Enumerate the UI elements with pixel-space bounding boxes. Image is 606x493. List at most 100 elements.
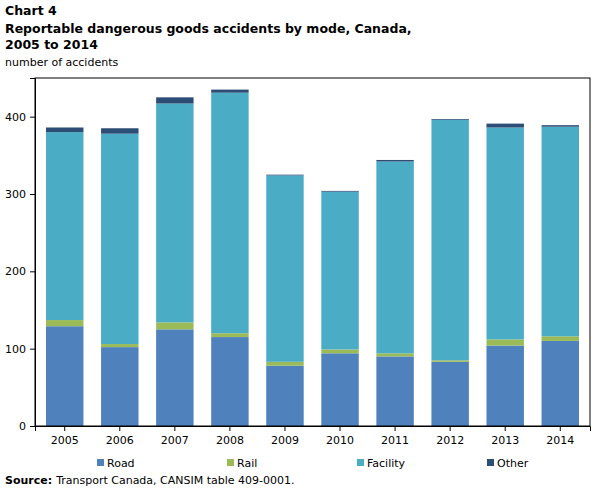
- bar-segment: [266, 174, 303, 176]
- tick: 0: [19, 420, 35, 433]
- bar-segment: [101, 134, 138, 344]
- bar-segment: [376, 356, 413, 426]
- tick-label: 0: [19, 420, 26, 433]
- bar-segment: [266, 175, 303, 361]
- tick: 2011: [381, 426, 409, 447]
- tick-mark: [30, 117, 35, 118]
- tick-label: 200: [5, 265, 26, 278]
- tick-mark: [174, 426, 175, 431]
- bar-segment: [101, 347, 138, 426]
- subtitle: 2005 to 2014: [5, 37, 98, 52]
- tick-label: 300: [5, 188, 26, 201]
- bar-segment: [376, 353, 413, 356]
- bars: [46, 90, 579, 426]
- axis-line: [30, 79, 36, 427]
- y-axis: 0 100 200 300 400: [5, 79, 36, 434]
- bar-segment: [211, 333, 248, 337]
- tick-mark: [119, 426, 120, 431]
- tick-mark: [30, 271, 35, 272]
- bar-segment: [211, 337, 248, 426]
- bar-segment: [486, 339, 523, 345]
- bar-segment: [321, 349, 358, 353]
- bar-segment: [376, 162, 413, 354]
- chart: Chart 4 Reportable dangerous goods accide…: [0, 0, 606, 493]
- tick-mark: [340, 426, 341, 431]
- tick-label: 100: [5, 343, 26, 356]
- legend-swatch: [97, 459, 104, 466]
- tick-label: 2010: [326, 434, 354, 447]
- tick: 2008: [216, 426, 244, 447]
- tick-mark: [30, 194, 35, 195]
- title: Chart 4: [5, 3, 57, 18]
- legend-swatch: [487, 459, 494, 466]
- bar-segment: [266, 362, 303, 366]
- tick-label: 2009: [271, 434, 299, 447]
- tick: 2005: [51, 426, 79, 447]
- tick-label: 2014: [546, 434, 574, 447]
- bar-segment: [156, 97, 193, 103]
- tick-label: 2006: [106, 434, 134, 447]
- tick: 300: [5, 188, 35, 201]
- bar-segment: [542, 341, 579, 426]
- bar-segment: [321, 192, 358, 350]
- bar-segment: [431, 360, 468, 362]
- bar-segment: [156, 322, 193, 329]
- legend-swatch: [227, 459, 234, 466]
- bar-segment: [46, 127, 83, 132]
- tick-label: 2008: [216, 434, 244, 447]
- tick-label: 2007: [161, 434, 189, 447]
- bar-segment: [486, 346, 523, 426]
- bar-segment: [321, 190, 358, 192]
- tick-mark: [395, 426, 396, 431]
- tick: 2012: [436, 426, 464, 447]
- bar-segment: [486, 127, 523, 339]
- tick-label: 2013: [491, 434, 519, 447]
- tick-mark: [505, 426, 506, 431]
- source: Source:Transport Canada, CANSIM table 40…: [5, 474, 295, 487]
- legend-label: Rail: [237, 457, 257, 470]
- source-text: Transport Canada, CANSIM table 409-0001.: [55, 474, 294, 487]
- tick-mark: [30, 426, 35, 427]
- bar-segment: [46, 326, 83, 426]
- axis-line: [36, 427, 591, 432]
- tick-mark: [560, 426, 561, 431]
- bar-segment: [542, 336, 579, 341]
- bar-segment: [431, 118, 468, 120]
- bar-segment: [486, 124, 523, 128]
- bar-segment: [542, 127, 579, 337]
- bar-segment: [211, 90, 248, 93]
- bar-segment: [211, 93, 248, 334]
- tick: 2013: [491, 426, 519, 447]
- bar-segment: [156, 104, 193, 323]
- source-label: Source:: [5, 474, 52, 487]
- legend-label: Facility: [367, 457, 406, 470]
- tick: 100: [5, 343, 35, 356]
- tick-label: 2011: [381, 434, 409, 447]
- x-axis: 2005 2006 2007 2008 2009 2010 2011 2012 2013 2014: [36, 426, 591, 447]
- tick-mark: [30, 349, 35, 350]
- subtitle: Reportable dangerous goods accidents by …: [5, 21, 412, 36]
- tick-mark: [284, 426, 285, 431]
- bar-segment: [46, 132, 83, 320]
- tick-label: 400: [5, 111, 26, 124]
- bar-segment: [321, 353, 358, 426]
- legend: RoadRailFacilityOther: [97, 457, 529, 470]
- bar-segment: [46, 320, 83, 326]
- bar-segment: [431, 120, 468, 361]
- legend-swatch: [357, 459, 364, 466]
- tick: 2014: [546, 426, 574, 447]
- tick-label: 2012: [436, 434, 464, 447]
- bar-segment: [376, 160, 413, 162]
- bar-segment: [431, 362, 468, 426]
- tick: 400: [5, 111, 35, 124]
- tick: 2009: [271, 426, 299, 447]
- bar-segment: [542, 125, 579, 127]
- tick: 200: [5, 265, 35, 278]
- plot-frame: [35, 78, 590, 426]
- bar-segment: [101, 128, 138, 133]
- axis-title: number of accidents: [5, 56, 118, 69]
- tick-label: 2005: [51, 434, 79, 447]
- tick-mark: [64, 426, 65, 431]
- bar-segment: [101, 344, 138, 347]
- bar-segment: [266, 366, 303, 426]
